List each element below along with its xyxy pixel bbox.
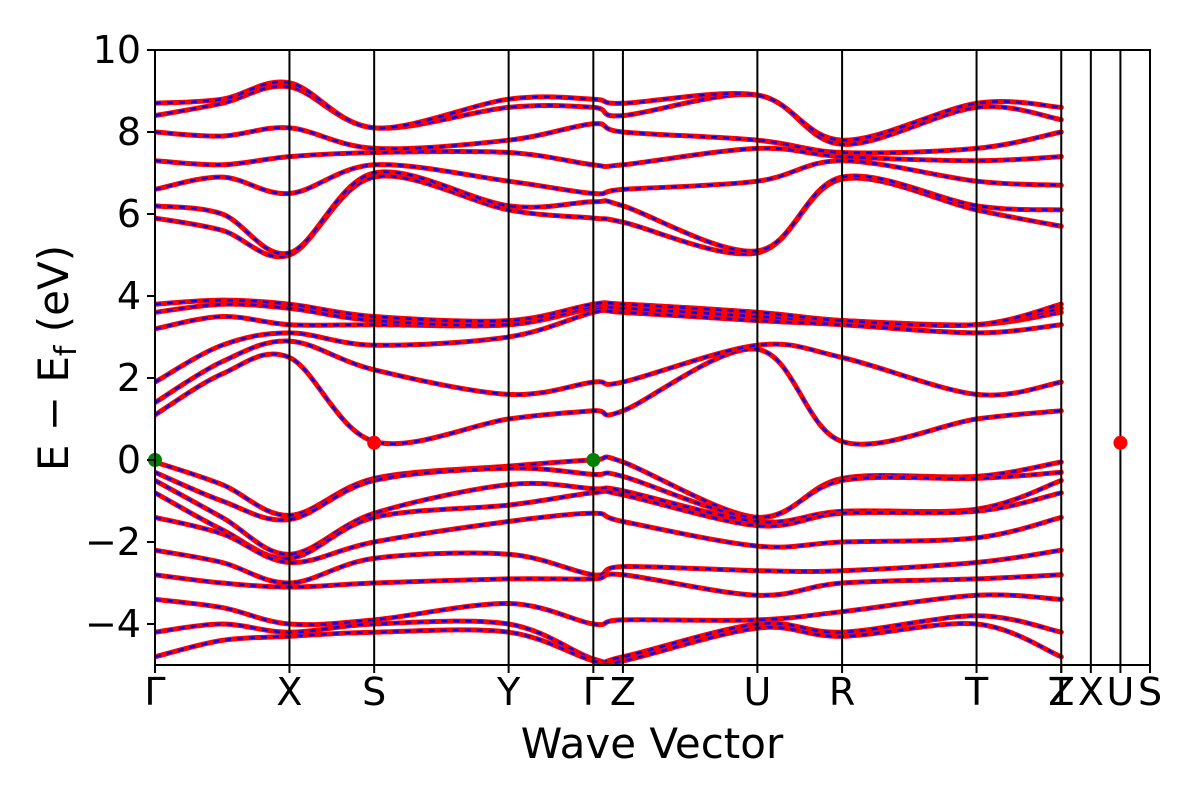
x-tick-label-6: U <box>743 670 771 714</box>
y-tick-label-6: −2 <box>85 520 141 564</box>
x-tick-label-9: Z <box>1048 670 1074 714</box>
band-line-red-10 <box>155 346 1064 447</box>
high-symmetry-lines <box>288 50 1122 665</box>
x-tick-label-0: Γ <box>144 670 165 714</box>
band-line-blue-10 <box>155 347 1062 446</box>
y-tick-label-4: 2 <box>117 356 141 400</box>
x-tick-label-7: R <box>829 670 855 714</box>
x-axis-title: Wave Vector <box>521 719 784 768</box>
y-axis-title-unit: (eV) <box>29 245 78 346</box>
band-line-blue-12 <box>155 308 1062 384</box>
x-tick-label-4: Γ <box>583 670 604 714</box>
band-lines <box>155 79 1064 665</box>
band-line-blue-21 <box>155 84 1062 146</box>
band-line-red-6 <box>155 571 1064 598</box>
band-line-red-17 <box>155 169 1064 257</box>
y-tick-label-3: 4 <box>117 274 141 318</box>
band-line-blue-7 <box>155 593 1062 626</box>
band-line-blue-0 <box>155 455 1062 519</box>
x-tick-label-10: T <box>1049 670 1074 714</box>
extrema-markers <box>148 435 1128 467</box>
band-line-red-12 <box>155 307 1064 385</box>
band-line-blue-11 <box>155 339 1062 404</box>
y-tick-label-2: 6 <box>117 192 141 236</box>
x-axis-ticks: Γ X S Y Γ Z U R T ZT X U S <box>144 665 1162 714</box>
y-axis-title-main: E − E <box>29 356 78 471</box>
extremum-marker-1 <box>586 453 601 467</box>
band-line-blue-5 <box>155 548 1062 585</box>
band-line-blue-16 <box>155 174 1062 258</box>
band-line-blue-4 <box>155 512 1062 564</box>
y-axis-title: E − Ef (eV) <box>29 245 84 471</box>
band-line-blue-9 <box>155 622 1062 665</box>
band-line-red-16 <box>155 173 1064 260</box>
band-line-blue-17 <box>155 170 1062 255</box>
y-tick-label-1: 8 <box>117 110 141 154</box>
x-tick-label-11: X <box>1078 670 1104 714</box>
x-tick-label-8: T <box>964 670 989 714</box>
x-tick-label-13: S <box>1138 670 1162 714</box>
band-line-red-11 <box>155 338 1064 406</box>
y-axis-ticks: 10 8 6 4 2 0 −2 −4 <box>85 28 155 646</box>
band-line-blue-1 <box>155 466 1062 522</box>
x-tick-label-3: Y <box>496 670 521 714</box>
band-line-blue-3 <box>155 489 1062 560</box>
y-axis-title-sub: f <box>49 344 84 356</box>
x-tick-label-2: S <box>362 670 386 714</box>
x-tick-label-5: Z <box>610 670 636 714</box>
x-tick-label-1: X <box>276 670 302 714</box>
band-line-red-3 <box>155 488 1064 561</box>
y-tick-label-0: 10 <box>93 28 141 72</box>
x-tick-label-12: U <box>1107 670 1135 714</box>
extremum-marker-2 <box>367 435 382 450</box>
extremum-marker-3 <box>1113 435 1128 450</box>
plot-frame <box>154 49 1151 666</box>
y-tick-label-7: −4 <box>85 602 141 646</box>
band-line-blue-20 <box>155 122 1062 155</box>
y-tick-label-5: 0 <box>117 438 141 482</box>
